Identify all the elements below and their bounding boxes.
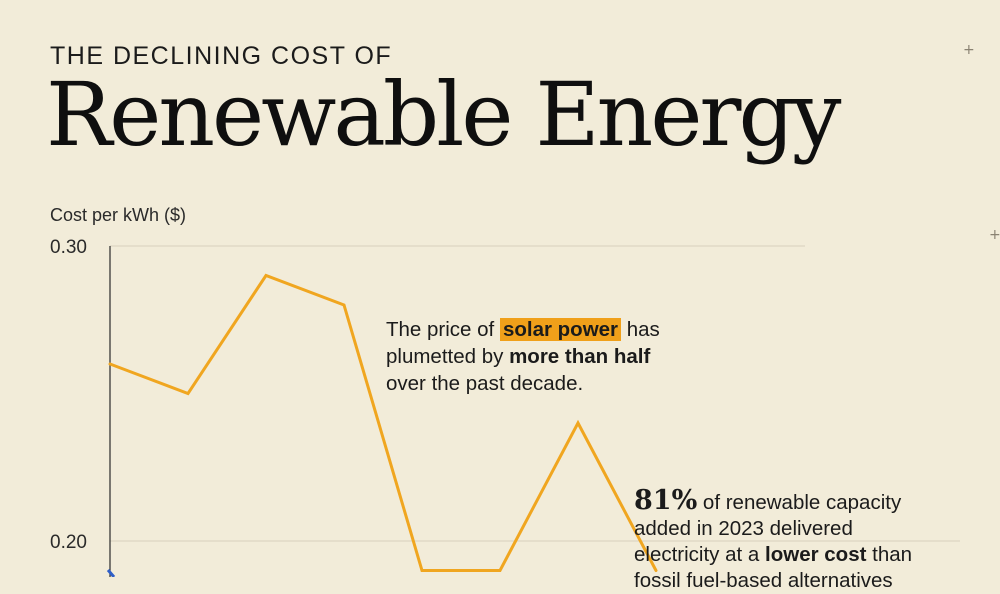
solar-annotation-text: The price of bbox=[386, 318, 500, 341]
other-series-line-start bbox=[106, 569, 116, 577]
capacity-annotation-text: added in 2023 delivered bbox=[634, 517, 853, 540]
solar-annotation-emphasis: more than half bbox=[509, 345, 651, 368]
capacity-annotation: 81% of renewable capacity added in 2023 … bbox=[634, 485, 913, 594]
capacity-annotation-text: of renewable capacity bbox=[697, 491, 902, 514]
corner-mark-top-right: + bbox=[963, 42, 975, 58]
solar-annotation-text: has bbox=[621, 318, 660, 341]
y-axis-label: Cost per kWh ($) bbox=[50, 205, 187, 225]
capacity-annotation-emphasis: lower cost bbox=[765, 543, 867, 566]
capacity-annotation-text: fossil fuel-based alternatives bbox=[634, 569, 893, 592]
capacity-annotation-text: electricity at a bbox=[634, 543, 766, 566]
solar-power-highlight: solar power bbox=[499, 318, 622, 341]
page-title: Renewable Energy bbox=[46, 63, 842, 166]
y-tick-label-030: 0.30 bbox=[50, 237, 87, 258]
solar-annotation-text: plumetted by bbox=[386, 345, 510, 368]
title-kicker: THE DECLINING COST OF bbox=[50, 42, 393, 70]
y-tick-label-020: 0.20 bbox=[50, 532, 87, 553]
corner-mark-right: + bbox=[989, 227, 1000, 243]
capacity-percentage: 81% bbox=[634, 485, 698, 516]
solar-annotation-text: over the past decade. bbox=[386, 372, 584, 395]
cost-line-chart: 0.30 0.20 bbox=[50, 237, 960, 577]
solar-annotation: The price of solar power has plumetted b… bbox=[386, 316, 660, 397]
solar-cost-series-line bbox=[108, 273, 658, 572]
capacity-annotation-text: than bbox=[866, 543, 913, 566]
